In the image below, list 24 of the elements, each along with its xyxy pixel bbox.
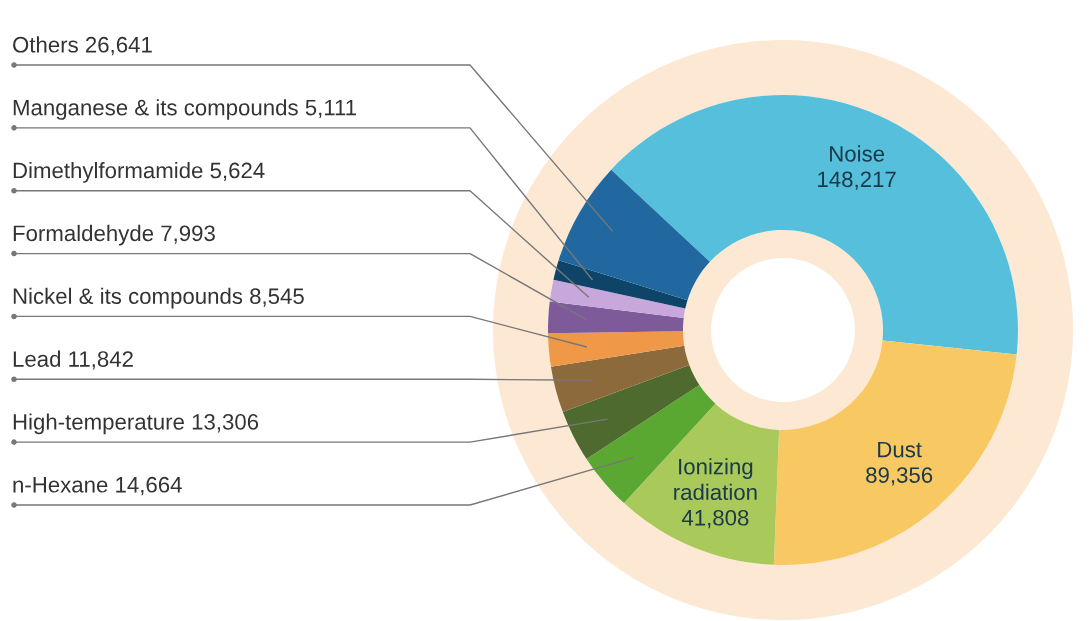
data-label: 41,808	[681, 509, 749, 529]
donut-slice	[550, 345, 690, 413]
donut-slice	[549, 279, 686, 318]
donut-slice	[562, 364, 700, 459]
slice-label: Lead 11,842	[13, 350, 133, 370]
slice-label: High-temperature 13,306	[13, 413, 259, 435]
slice-label: Manganese & its compounds 5,111	[13, 99, 357, 120]
donut-slice	[611, 95, 1018, 355]
slice-label: Noise	[830, 145, 885, 162]
slice-label: Dimethylformamide 5,624	[13, 162, 265, 183]
donut-slice	[548, 301, 684, 334]
slice-label: Nickel & its compounds 8,545	[13, 287, 304, 309]
slice-label: n-Hexane 14,664	[13, 476, 182, 496]
slice-label: Others 26,641	[13, 36, 152, 56]
slice-label: Dust	[878, 441, 922, 458]
donut-slice	[624, 403, 780, 565]
data-label: 89,356	[866, 467, 933, 486]
donut-slice	[548, 331, 685, 367]
donut-slice	[553, 260, 688, 309]
donut-slice	[773, 340, 1017, 565]
donut-slice	[558, 169, 710, 301]
data-label: 148,217	[818, 171, 896, 190]
slice-label: Formaldehyde 7,993	[13, 224, 215, 246]
slice-label: Ionizing radiation	[674, 458, 757, 501]
